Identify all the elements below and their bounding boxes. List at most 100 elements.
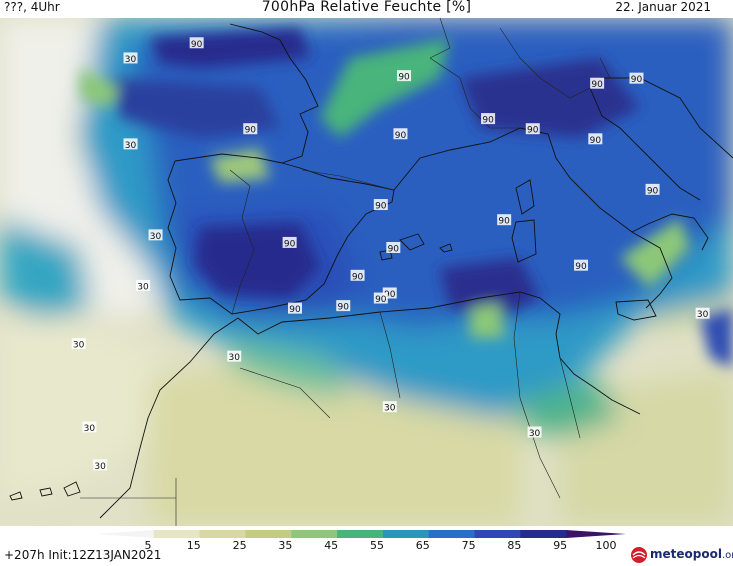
- contour-label: 90: [350, 269, 365, 282]
- contour-label: 90: [397, 70, 412, 83]
- contour-label-text: 90: [375, 202, 387, 212]
- legend-tick-label: 15: [187, 539, 201, 550]
- humidity-map: 9090909090909090909090909090909090909090…: [0, 18, 733, 526]
- contour-label-text: 30: [94, 462, 106, 472]
- contour-label-text: 90: [388, 244, 400, 254]
- contour-label-text: 90: [647, 186, 659, 196]
- color-swatch: [245, 530, 292, 538]
- contour-label-text: 30: [384, 404, 396, 414]
- contour-label-text: 90: [590, 136, 602, 146]
- contour-label-text: 90: [191, 40, 203, 50]
- color-swatch: [428, 530, 476, 538]
- color-swatch: [153, 530, 201, 538]
- contour-label: 90: [574, 259, 589, 272]
- contour-label-text: 30: [125, 55, 137, 65]
- meteopool-logo[interactable]: meteopool.org: [630, 544, 733, 566]
- model-run-label: +207h Init:12Z13JAN2021: [4, 548, 162, 562]
- color-scale-ticks: 5 15 25 35 45 55 65 75 85 95 100: [145, 539, 617, 550]
- contour-label-text: 90: [527, 126, 539, 136]
- contour-label: 90: [525, 123, 540, 136]
- legend-tick-label: 45: [324, 539, 338, 550]
- color-swatch: [382, 530, 430, 538]
- color-swatch: [96, 530, 154, 538]
- contour-label-text: 90: [245, 126, 257, 136]
- contour-label: 30: [382, 401, 397, 414]
- contour-label-text: 30: [228, 353, 240, 363]
- contour-label-text: 90: [482, 116, 494, 126]
- contour-label: 90: [393, 128, 408, 141]
- contour-label: 30: [82, 421, 97, 434]
- legend-tick-label: 100: [596, 539, 617, 550]
- contour-label-text: 90: [384, 290, 396, 300]
- contour-label-text: 90: [395, 131, 407, 141]
- contour-labels: 9090909090909090909090909090909090909090…: [71, 37, 710, 472]
- contour-label: 30: [695, 307, 710, 320]
- contour-label-text: 90: [398, 73, 410, 83]
- contour-label-text: 30: [697, 310, 709, 320]
- color-scale-legend: 5 15 25 35 45 55 65 75 85 95 100: [96, 530, 626, 550]
- forecast-time-label: ???, 4Uhr: [4, 0, 60, 14]
- color-swatch: [474, 530, 521, 538]
- legend-tick-label: 55: [370, 539, 384, 550]
- legend-tick-label: 95: [553, 539, 567, 550]
- contour-label-text: 90: [591, 80, 603, 90]
- contour-label: 90: [629, 72, 644, 85]
- coastlines: [9, 23, 733, 519]
- legend-tick-label: 65: [416, 539, 430, 550]
- contour-label-text: 90: [575, 262, 587, 272]
- color-swatch: [291, 530, 338, 538]
- contour-label: 30: [123, 138, 138, 151]
- contour-label-text: 30: [150, 232, 162, 242]
- contour-label: 90: [382, 287, 397, 300]
- forecast-date: 22. Januar 2021: [615, 0, 711, 14]
- contour-label-text: 30: [84, 424, 96, 434]
- contour-label: 90: [588, 133, 603, 146]
- contour-label: 30: [136, 279, 151, 292]
- contour-label: 30: [227, 350, 242, 363]
- contour-label-text: 30: [73, 341, 85, 351]
- globe-icon: [631, 547, 647, 563]
- color-swatch: [199, 530, 246, 538]
- contour-label-text: 90: [375, 295, 387, 305]
- map-title: 700hPa Relative Feuchte [%]: [261, 0, 472, 15]
- contour-label-text: 30: [529, 429, 541, 439]
- contour-label-text: 30: [137, 282, 149, 292]
- color-swatch: [337, 530, 384, 538]
- contour-label: 90: [336, 300, 351, 313]
- contour-label-text: 90: [498, 217, 510, 227]
- contour-label: 90: [386, 241, 401, 254]
- contour-label-text: 90: [284, 239, 296, 249]
- contour-label: 30: [71, 338, 86, 351]
- contour-label: 90: [645, 183, 660, 196]
- legend-tick-label: 25: [233, 539, 247, 550]
- contour-label-text: 30: [125, 141, 137, 151]
- color-scale-bar: [96, 530, 626, 538]
- contour-label: 90: [287, 302, 302, 315]
- logo-wordmark: meteopool.org: [650, 547, 733, 561]
- legend-tick-label: 85: [507, 539, 521, 550]
- legend-tick-label: 75: [462, 539, 476, 550]
- contour-label: 30: [123, 52, 138, 65]
- country-borders: [80, 18, 640, 526]
- contour-label: 90: [373, 199, 388, 212]
- contour-label: 90: [282, 236, 297, 249]
- legend-tick-label: 35: [278, 539, 292, 550]
- contour-label: 90: [373, 292, 388, 305]
- contour-label: 90: [189, 37, 204, 50]
- contour-label-text: 90: [289, 305, 301, 315]
- contour-label: 90: [481, 113, 496, 126]
- color-swatch: [566, 530, 626, 538]
- color-swatch: [520, 530, 567, 538]
- contour-label-text: 90: [631, 75, 643, 85]
- contour-label: 30: [148, 229, 163, 242]
- contour-label-text: 90: [352, 272, 364, 282]
- legend-tick-label: 5: [145, 539, 152, 550]
- humidity-field: [0, 18, 733, 526]
- contour-label: 90: [497, 214, 512, 227]
- contour-label: 90: [243, 123, 258, 136]
- contour-label-text: 90: [338, 303, 350, 313]
- contour-label: 30: [93, 459, 108, 472]
- contour-label: 90: [590, 77, 605, 90]
- contour-label: 30: [527, 426, 542, 439]
